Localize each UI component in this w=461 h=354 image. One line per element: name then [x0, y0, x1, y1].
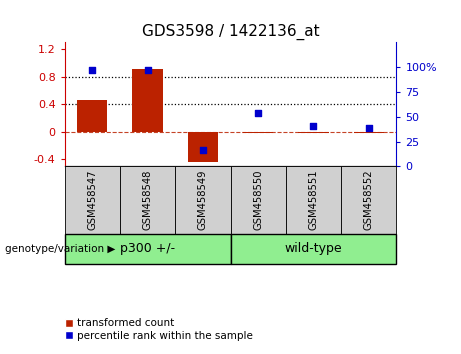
Text: GSM458552: GSM458552: [364, 170, 374, 230]
Text: p300 +/-: p300 +/-: [120, 242, 175, 255]
Text: genotype/variation ▶: genotype/variation ▶: [5, 244, 115, 254]
Point: [254, 110, 262, 116]
Point: [199, 147, 207, 152]
Point: [89, 67, 96, 73]
Bar: [188, 132, 218, 161]
Text: GSM458550: GSM458550: [253, 170, 263, 230]
Text: GSM458548: GSM458548: [142, 170, 153, 230]
Bar: [298, 132, 329, 133]
Bar: [354, 132, 384, 133]
Text: GSM458547: GSM458547: [87, 170, 97, 230]
Bar: [132, 69, 163, 132]
Title: GDS3598 / 1422136_at: GDS3598 / 1422136_at: [142, 23, 319, 40]
Point: [310, 123, 317, 129]
Text: GSM458551: GSM458551: [308, 170, 319, 230]
Legend: transformed count, percentile rank within the sample: transformed count, percentile rank withi…: [60, 314, 257, 345]
Bar: [77, 100, 107, 132]
Bar: [243, 132, 273, 133]
Text: GSM458549: GSM458549: [198, 170, 208, 230]
Point: [144, 67, 151, 73]
Point: [365, 125, 372, 131]
Text: wild-type: wild-type: [284, 242, 342, 255]
